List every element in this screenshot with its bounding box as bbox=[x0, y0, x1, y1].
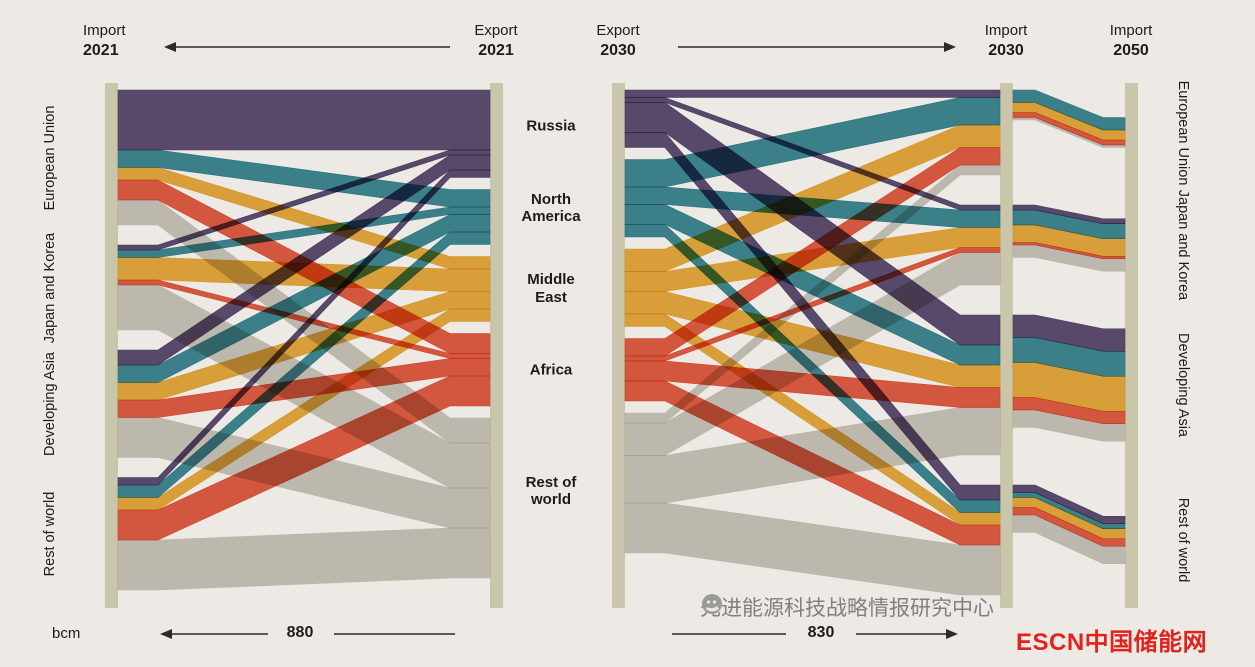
direction-arrow-head bbox=[160, 629, 172, 639]
col-header-year: 2021 bbox=[83, 41, 119, 59]
flow-ribbon bbox=[624, 89, 1001, 98]
exporter-label: Rest of world bbox=[525, 473, 577, 508]
flow-ribbon bbox=[117, 527, 491, 591]
wechat-icon bbox=[702, 594, 722, 614]
col-header-import-2050: Import 2050 bbox=[1110, 22, 1153, 61]
col-header-import-2021: Import 2021 bbox=[83, 22, 126, 61]
direction-arrow-head bbox=[164, 42, 176, 52]
flow-ribbon bbox=[1012, 514, 1126, 565]
col-header-label: Import bbox=[984, 22, 1028, 39]
exporter-label: Russia bbox=[526, 117, 576, 135]
col-header-year: 2050 bbox=[1113, 41, 1149, 59]
axis-column bbox=[105, 83, 118, 608]
axis-column bbox=[1125, 83, 1138, 608]
flow-ribbon bbox=[1012, 409, 1126, 442]
importer-label: Japan and Korea bbox=[41, 232, 58, 343]
col-header-label: Import bbox=[1109, 22, 1153, 39]
importer-label: Rest of world bbox=[1175, 497, 1192, 583]
importer-label: European Union bbox=[41, 105, 58, 210]
axis-column bbox=[612, 83, 625, 608]
col-header-export-2021: Export 2021 bbox=[474, 22, 517, 61]
unit-label: bcm bbox=[52, 625, 81, 642]
col-header-label: Export bbox=[596, 22, 640, 39]
escn-logo: ESCN中国储能网 bbox=[1016, 629, 1208, 656]
col-header-export-2030: Export 2030 bbox=[596, 22, 639, 61]
flow-ribbon bbox=[117, 89, 491, 151]
exporter-label: North America bbox=[521, 190, 581, 225]
col-header-year: 2030 bbox=[600, 41, 636, 59]
axis-column bbox=[1000, 83, 1013, 608]
watermark-text: 先进能源科技战略情报研究中心 bbox=[700, 597, 994, 620]
flow-ribbon bbox=[624, 502, 1001, 596]
importer-label: Developing Asia bbox=[41, 351, 58, 456]
direction-arrow-head bbox=[946, 629, 958, 639]
total-2021: 880 bbox=[286, 624, 314, 641]
direction-arrow-head bbox=[944, 42, 956, 52]
col-header-year: 2030 bbox=[988, 41, 1024, 59]
col-header-label: Export bbox=[474, 22, 518, 39]
flow-ribbon bbox=[1012, 117, 1126, 148]
importer-label: European Union bbox=[1175, 80, 1192, 185]
col-header-label: Import bbox=[83, 22, 126, 39]
col-header-year: 2021 bbox=[478, 41, 514, 59]
total-2030: 830 bbox=[807, 624, 835, 641]
axis-column bbox=[490, 83, 503, 608]
flow-ribbon bbox=[1012, 244, 1126, 272]
exporter-label: Africa bbox=[529, 361, 573, 379]
watermark: 先进能源科技战略情报研究中心 bbox=[700, 592, 994, 622]
importer-label: Developing Asia bbox=[1175, 333, 1192, 437]
exporter-label: Middle East bbox=[527, 271, 575, 306]
col-header-import-2030: Import 2030 bbox=[985, 22, 1028, 61]
importer-label: Japan and Korea bbox=[1175, 189, 1192, 301]
importer-label: Rest of world bbox=[41, 491, 58, 577]
